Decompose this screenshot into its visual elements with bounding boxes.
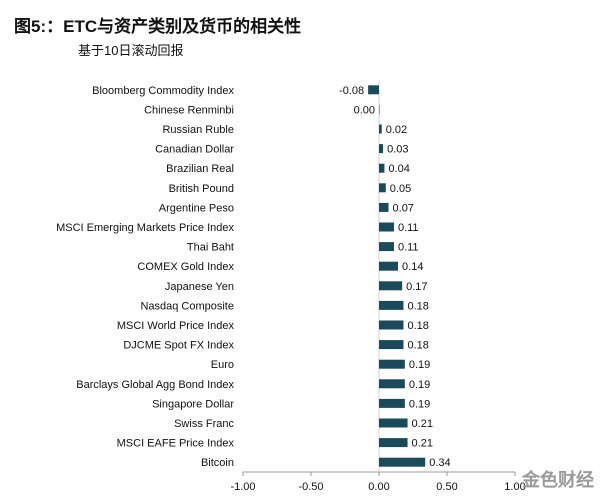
category-label: DJCME Spot FX Index xyxy=(123,340,234,352)
bar xyxy=(379,124,382,134)
value-label: 0.03 xyxy=(387,144,408,156)
bar xyxy=(379,359,405,369)
bar xyxy=(379,242,394,252)
value-label: 0.11 xyxy=(398,222,419,234)
bar xyxy=(379,300,404,310)
value-label: 0.19 xyxy=(409,359,430,371)
value-label: 0.11 xyxy=(398,242,419,254)
value-label: 0.02 xyxy=(386,124,407,136)
value-label: 0.21 xyxy=(412,418,433,430)
value-label: 0.18 xyxy=(407,340,428,352)
value-label: -0.08 xyxy=(339,85,364,97)
x-tick-label: -1.00 xyxy=(230,481,255,493)
value-label: 0.17 xyxy=(406,281,427,293)
category-label: Argentine Peso xyxy=(159,202,234,214)
x-tick-label: 1.00 xyxy=(504,481,525,493)
category-label: Bitcoin xyxy=(201,457,234,469)
bar xyxy=(379,398,405,408)
bar xyxy=(379,281,403,291)
bar xyxy=(379,457,426,467)
category-label: Chinese Renminbi xyxy=(144,104,234,116)
bar xyxy=(379,320,404,330)
category-label: Canadian Dollar xyxy=(155,144,234,156)
category-label: MSCI Emerging Markets Price Index xyxy=(56,222,234,234)
category-label: Swiss Franc xyxy=(174,418,234,430)
value-label: 0.21 xyxy=(412,438,433,450)
category-label: MSCI EAFE Price Index xyxy=(117,438,235,450)
value-label: 0.00 xyxy=(354,104,375,116)
category-label: Euro xyxy=(211,359,234,371)
category-label: Japanese Yen xyxy=(165,281,234,293)
bar xyxy=(379,144,384,154)
value-label: 0.18 xyxy=(407,300,428,312)
watermark-logo: 金色财经 xyxy=(522,470,594,490)
chart-title: 图5:：ETC与资产类别及货币的相关性 xyxy=(14,17,302,36)
value-label: 0.19 xyxy=(409,379,430,391)
category-label: Thai Baht xyxy=(187,242,234,254)
chart-subtitle: 基于10日滚动回报 xyxy=(78,43,184,58)
x-tick-label: 0.00 xyxy=(368,481,389,493)
category-label: Nasdaq Composite xyxy=(140,300,234,312)
value-label: 0.18 xyxy=(407,320,428,332)
category-label: Bloomberg Commodity Index xyxy=(92,85,234,97)
category-label: Barclays Global Agg Bond Index xyxy=(76,379,234,391)
category-label: British Pound xyxy=(169,183,234,195)
bar xyxy=(379,222,394,232)
value-label: 0.05 xyxy=(390,183,411,195)
value-label: 0.34 xyxy=(429,457,450,469)
bar xyxy=(379,340,404,350)
bar xyxy=(379,438,408,448)
value-label: 0.04 xyxy=(388,163,409,175)
category-label: MSCI World Price Index xyxy=(117,320,235,332)
category-label: Brazilian Real xyxy=(166,163,234,175)
bar xyxy=(379,163,385,173)
category-label: Singapore Dollar xyxy=(152,398,234,410)
value-label: 0.07 xyxy=(393,202,414,214)
bar xyxy=(379,418,408,428)
category-label: Russian Ruble xyxy=(162,124,234,136)
bar xyxy=(379,183,386,193)
value-label: 0.19 xyxy=(409,398,430,410)
category-label: COMEX Gold Index xyxy=(137,261,234,273)
bar xyxy=(379,202,389,212)
bar xyxy=(379,261,399,271)
bar xyxy=(368,85,379,95)
bar xyxy=(379,379,405,389)
x-tick-label: -0.50 xyxy=(298,481,323,493)
bar xyxy=(379,104,380,114)
x-tick-label: 0.50 xyxy=(436,481,457,493)
value-label: 0.14 xyxy=(402,261,423,273)
